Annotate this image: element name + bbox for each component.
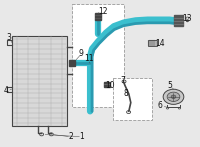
Circle shape: [171, 95, 176, 98]
Bar: [72, 4, 124, 107]
Bar: [148, 40, 157, 46]
Text: 2: 2: [68, 132, 73, 141]
Text: 3: 3: [7, 33, 12, 42]
Text: 5: 5: [168, 81, 172, 90]
Text: 11: 11: [84, 54, 94, 64]
Bar: [69, 60, 75, 66]
Bar: [104, 82, 110, 87]
Text: 13: 13: [182, 14, 192, 23]
Bar: [95, 13, 101, 20]
Bar: [113, 78, 152, 120]
Bar: [12, 36, 67, 126]
Circle shape: [186, 20, 188, 22]
Text: 14: 14: [156, 39, 165, 48]
Text: 8: 8: [124, 89, 129, 98]
Text: 9: 9: [78, 49, 83, 58]
Text: 10: 10: [105, 81, 115, 90]
Text: 12: 12: [98, 7, 108, 16]
Text: 4: 4: [4, 86, 9, 95]
Text: 7: 7: [120, 76, 125, 85]
Text: 6: 6: [158, 101, 162, 110]
Circle shape: [163, 89, 184, 104]
Bar: [174, 15, 183, 26]
Text: 1: 1: [79, 132, 84, 141]
Circle shape: [167, 92, 180, 101]
